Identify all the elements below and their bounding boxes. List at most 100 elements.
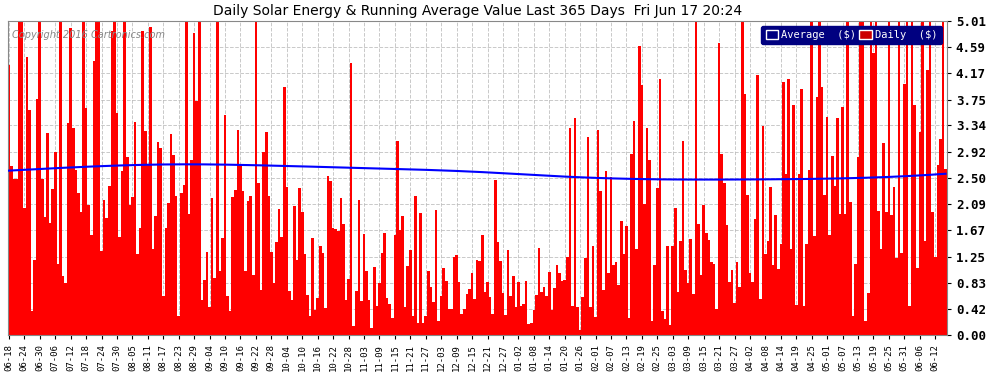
Bar	[880, 249, 882, 335]
Bar	[167, 202, 169, 335]
Bar	[422, 323, 425, 335]
Bar	[116, 113, 118, 335]
Bar	[412, 315, 414, 335]
Bar	[240, 165, 242, 335]
Bar	[736, 262, 739, 335]
Bar	[631, 154, 633, 335]
Bar	[803, 306, 805, 335]
Bar	[553, 288, 555, 335]
Bar	[259, 290, 262, 335]
Bar	[275, 242, 278, 335]
Bar	[443, 268, 446, 335]
Bar	[563, 280, 566, 335]
Bar	[211, 198, 214, 335]
Bar	[877, 211, 880, 335]
Bar	[816, 98, 818, 335]
Bar	[311, 238, 314, 335]
Bar	[597, 130, 599, 335]
Bar	[731, 270, 734, 335]
Bar	[214, 278, 216, 335]
Bar	[373, 267, 375, 335]
Bar	[111, 31, 113, 335]
Bar	[404, 308, 407, 335]
Bar	[13, 179, 15, 335]
Bar	[658, 79, 661, 335]
Bar	[18, 21, 21, 335]
Bar	[206, 252, 208, 335]
Bar	[875, 21, 877, 335]
Title: Daily Solar Energy & Running Average Value Last 365 Days  Fri Jun 17 20:24: Daily Solar Energy & Running Average Val…	[213, 4, 742, 18]
Bar	[288, 291, 291, 335]
Bar	[172, 155, 175, 335]
Bar	[147, 164, 149, 335]
Bar	[420, 213, 422, 335]
Bar	[512, 276, 515, 335]
Bar	[862, 21, 864, 335]
Bar	[545, 296, 548, 335]
Bar	[272, 282, 275, 335]
Bar	[867, 293, 869, 335]
Bar	[401, 216, 404, 335]
Bar	[592, 246, 594, 335]
Bar	[937, 165, 940, 335]
Bar	[829, 235, 831, 335]
Bar	[352, 326, 355, 335]
Bar	[34, 260, 36, 335]
Bar	[156, 142, 159, 335]
Bar	[129, 205, 131, 335]
Bar	[36, 99, 39, 335]
Bar	[523, 304, 525, 335]
Bar	[66, 123, 69, 335]
Bar	[811, 21, 813, 335]
Bar	[697, 224, 700, 335]
Bar	[623, 254, 625, 335]
Bar	[700, 275, 702, 335]
Bar	[641, 85, 644, 335]
Bar	[795, 305, 798, 335]
Legend: Average  ($), Daily  ($): Average ($), Daily ($)	[761, 26, 941, 45]
Bar	[941, 21, 944, 335]
Bar	[489, 297, 491, 335]
Bar	[589, 307, 592, 335]
Bar	[386, 298, 388, 335]
Bar	[929, 21, 932, 335]
Bar	[713, 264, 715, 335]
Bar	[476, 260, 478, 335]
Bar	[669, 326, 671, 335]
Bar	[633, 121, 636, 335]
Bar	[761, 126, 764, 335]
Bar	[262, 152, 265, 335]
Bar	[494, 180, 497, 335]
Bar	[249, 196, 252, 335]
Bar	[628, 318, 631, 335]
Bar	[759, 299, 761, 335]
Bar	[550, 310, 553, 335]
Bar	[636, 249, 638, 335]
Bar	[782, 82, 785, 335]
Bar	[661, 311, 663, 335]
Bar	[656, 188, 658, 335]
Bar	[851, 316, 854, 335]
Bar	[108, 186, 111, 335]
Bar	[684, 270, 687, 335]
Bar	[391, 318, 394, 335]
Bar	[257, 183, 259, 335]
Bar	[944, 169, 946, 335]
Bar	[734, 303, 736, 335]
Bar	[69, 28, 72, 335]
Bar	[270, 252, 272, 335]
Bar	[463, 309, 465, 335]
Bar	[72, 128, 74, 335]
Bar	[842, 106, 843, 335]
Bar	[154, 216, 156, 335]
Bar	[126, 157, 129, 335]
Bar	[586, 137, 589, 335]
Bar	[221, 238, 224, 335]
Bar	[82, 21, 85, 335]
Bar	[800, 89, 803, 335]
Bar	[61, 276, 64, 335]
Bar	[440, 296, 443, 335]
Bar	[764, 254, 766, 335]
Bar	[934, 257, 937, 335]
Bar	[856, 157, 859, 335]
